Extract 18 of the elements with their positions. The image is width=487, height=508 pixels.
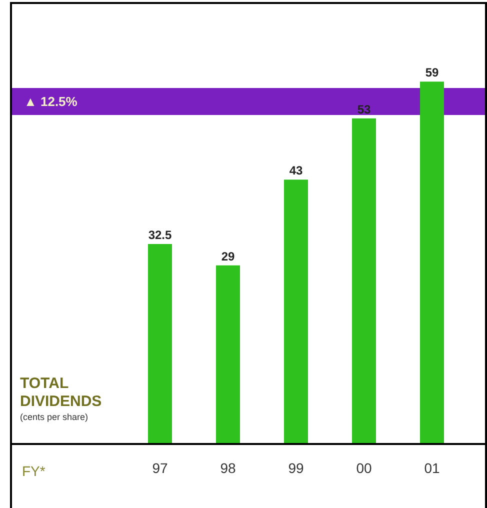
- data-label: 43: [289, 164, 303, 178]
- bar: [352, 118, 376, 443]
- chart-caption: TOTAL DIVIDENDS (cents per share): [20, 375, 103, 423]
- bar: [216, 265, 240, 443]
- x-tick-label: 01: [424, 460, 440, 476]
- x-tick-label: 98: [220, 460, 236, 476]
- bar: [420, 82, 444, 443]
- bar: [284, 180, 308, 443]
- data-label: 53: [357, 102, 371, 116]
- band-label: ▲ 12.5%: [24, 94, 78, 109]
- data-label: 29: [221, 249, 235, 264]
- x-tick-label: 97: [152, 460, 168, 476]
- data-label: 32.5: [148, 228, 172, 242]
- bar: [148, 244, 172, 443]
- text: FY*: [22, 463, 46, 479]
- x-tick-label: 99: [288, 460, 304, 476]
- x-tick-label: 00: [356, 460, 372, 476]
- data-label: 59: [425, 66, 439, 80]
